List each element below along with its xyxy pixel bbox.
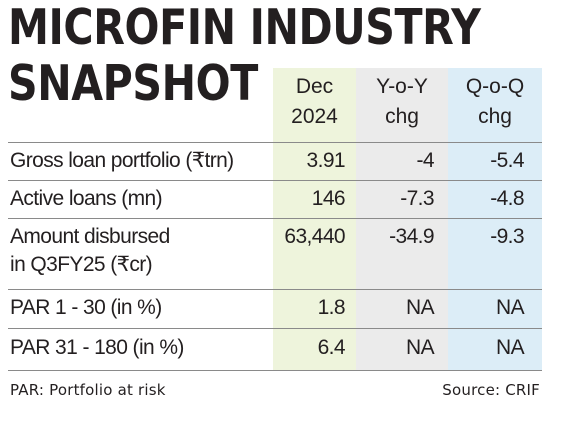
title-line-1: MICROFIN INDUSTRY bbox=[8, 0, 481, 56]
row-divider bbox=[8, 370, 542, 371]
row-divider bbox=[8, 142, 542, 143]
column-background-yoy bbox=[356, 68, 448, 370]
cell-dec-2024: 146 bbox=[311, 187, 346, 210]
row-label: PAR 31 - 180 (in %) bbox=[10, 336, 184, 359]
row-label: Gross loan portfolio (₹trn) bbox=[10, 149, 234, 172]
cell-qoq: -4.8 bbox=[490, 187, 524, 210]
column-header-line-2: chg bbox=[385, 105, 419, 128]
cell-qoq: NA bbox=[496, 336, 525, 359]
footnote: PAR: Portfolio at risk bbox=[10, 381, 166, 399]
column-header-line-1: Q-o-Q bbox=[465, 75, 525, 98]
column-header-yoy: Y-o-Y chg bbox=[356, 72, 448, 132]
title-line-2: SNAPSHOT bbox=[8, 55, 258, 112]
row-label: PAR 1 - 30 (in %) bbox=[10, 296, 162, 319]
column-header-qoq: Q-o-Q chg bbox=[448, 72, 542, 132]
row-divider bbox=[8, 180, 542, 181]
column-background-qoq bbox=[448, 68, 542, 370]
cell-dec-2024: 63,440 bbox=[284, 225, 345, 248]
row-divider bbox=[8, 328, 542, 329]
cell-dec-2024: 6.4 bbox=[317, 336, 346, 359]
cell-yoy: -7.3 bbox=[400, 187, 434, 210]
cell-dec-2024: 3.91 bbox=[306, 149, 346, 172]
cell-qoq: NA bbox=[496, 296, 525, 319]
cell-qoq: -9.3 bbox=[490, 225, 524, 248]
column-header-line-1: Y-o-Y bbox=[376, 75, 428, 98]
cell-dec-2024: 1.8 bbox=[317, 296, 346, 319]
cell-yoy: -4 bbox=[416, 149, 435, 172]
row-label: Amount disbursed bbox=[10, 225, 170, 248]
column-header-line-2: 2024 bbox=[291, 105, 338, 128]
row-divider bbox=[8, 218, 542, 219]
column-header-line-1: Dec bbox=[295, 75, 334, 98]
column-background-dec-2024 bbox=[273, 68, 356, 370]
cell-yoy: -34.9 bbox=[389, 225, 434, 248]
source-note: Source: CRIF bbox=[442, 381, 540, 399]
row-label: Active loans (mn) bbox=[10, 187, 163, 210]
column-header-line-2: chg bbox=[478, 105, 512, 128]
cell-qoq: -5.4 bbox=[490, 149, 524, 172]
cell-yoy: NA bbox=[406, 296, 435, 319]
column-header-dec-2024: Dec 2024 bbox=[273, 72, 356, 132]
row-label-line-2: in Q3FY25 (₹cr) bbox=[10, 253, 153, 276]
row-divider bbox=[8, 289, 542, 290]
cell-yoy: NA bbox=[406, 336, 435, 359]
